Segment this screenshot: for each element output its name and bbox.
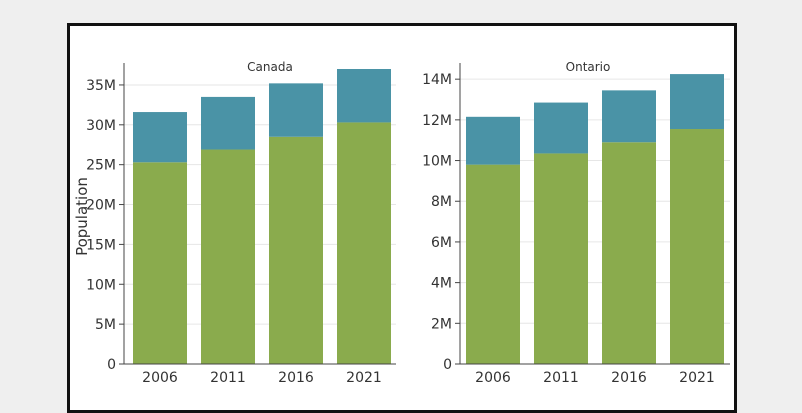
canada-bar-2021-segment-2 [337,69,391,123]
canada-ytick-label: 15M [86,237,116,253]
ontario-ytick-label: 2M [431,316,452,332]
canada-ytick-label: 5M [95,317,116,333]
ontario-bar-2016-segment-1 [602,142,656,364]
canada-ytick-label: 25M [86,158,116,174]
ontario-xtick-label: 2021 [679,370,715,386]
ontario-bar-2021-segment-1 [670,129,724,364]
canada-ytick-label: 35M [86,78,116,94]
canada-ytick-label: 30M [86,118,116,134]
canada-bar-2006-segment-2 [133,112,187,163]
canada-bar-2011-segment-2 [201,96,255,150]
ontario-ytick-label: 4M [431,276,452,292]
canada-bar-2016-segment-2 [269,83,323,137]
canada-bar-2006-segment-1 [133,162,187,364]
ontario-ytick-label: 6M [431,235,452,251]
ontario-ytick-label: 8M [431,194,452,210]
ontario-xtick-label: 2011 [543,370,579,386]
canada-bar-2021-segment-1 [337,122,391,365]
ontario-ytick-label: 12M [422,113,452,129]
canada-panel-title: Canada [247,60,293,74]
ontario-panel-title: Ontario [566,60,611,74]
ontario-bar-2021-segment-2 [670,74,724,130]
population-chart: 0 5M 10M 15M 20M 25M 30M 35M 2006 2011 2016 2021 Can… [73,60,730,386]
ontario-bar-2006-segment-2 [466,116,520,165]
canada-y-axis-title: Population [73,177,91,256]
canada-bar-2016-segment-1 [269,136,323,364]
ontario-xtick-label: 2016 [611,370,647,386]
ontario-bar-2011-segment-2 [534,102,588,154]
ontario-ytick-label: 0 [443,357,452,373]
ontario-ytick-label: 10M [422,154,452,170]
ontario-bar-2006-segment-1 [466,164,520,364]
canada-ytick-label: 0 [107,357,116,373]
canada-bar-2011-segment-1 [201,149,255,364]
ontario-ytick-label: 14M [422,72,452,88]
ontario-bar-2016-segment-2 [602,90,656,143]
canada-xtick-label: 2016 [278,370,314,386]
canada-ytick-label: 10M [86,277,116,293]
canada-ytick-label: 20M [86,198,116,214]
canada-xtick-label: 2021 [346,370,382,386]
ontario-xtick-label: 2006 [475,370,511,386]
ontario-bar-2011-segment-1 [534,153,588,364]
canada-xtick-label: 2006 [142,370,178,386]
canada-xtick-label: 2011 [210,370,246,386]
